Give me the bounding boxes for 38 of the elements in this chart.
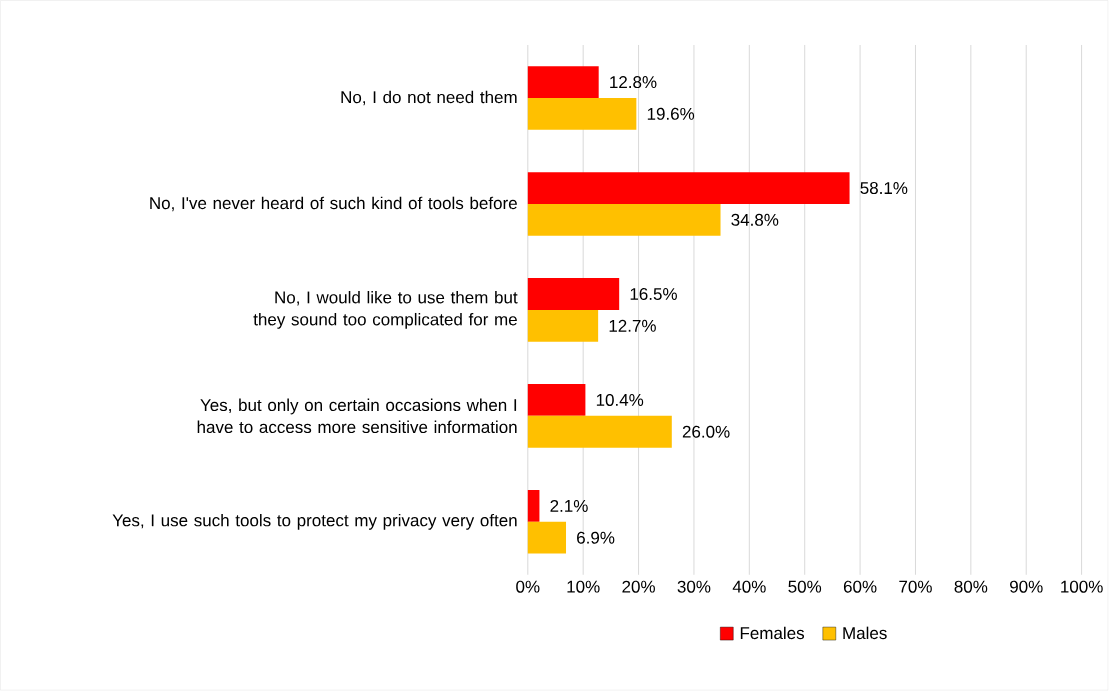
bar (527, 66, 599, 99)
y-tick-label: No, I would like to use them but they sound too complicated for me (253, 291, 518, 329)
bar (527, 98, 637, 130)
x-tick-label: 20% (622, 580, 655, 593)
data-label: 19.6% (647, 107, 695, 120)
y-tick-label: No, I do not need them (341, 90, 517, 106)
x-tick-label: 10% (567, 580, 600, 593)
data-label: 34.8% (731, 213, 779, 226)
data-label: 58.1% (860, 182, 908, 195)
x-tick-label: 60% (843, 580, 877, 593)
bar (527, 415, 672, 448)
bar (527, 521, 567, 554)
x-tick-label: 40% (732, 580, 766, 593)
x-tick-label: 30% (677, 580, 711, 593)
bar (527, 204, 721, 236)
x-tick-label: 50% (788, 580, 822, 593)
data-label: 16.5% (630, 288, 677, 301)
data-label: 6.9% (577, 531, 615, 544)
bar (527, 278, 620, 311)
x-tick-label: 90% (1010, 580, 1043, 593)
bar (527, 172, 850, 205)
data-label: 26.0% (682, 425, 730, 438)
y-tick-label: Yes, but only on certain occasions when I have to access more sensitive information (197, 398, 517, 434)
data-label: 2.1% (550, 500, 588, 513)
data-label: 12.7% (609, 319, 656, 332)
legend-label: Females (740, 626, 805, 640)
y-tick-label: Yes, I use such tools to protect my privacy very often (112, 514, 517, 530)
x-tick-label: 0% (516, 580, 540, 593)
data-label: 10.4% (596, 394, 644, 407)
bar (527, 490, 540, 522)
y-tick-label: No, I've never heard of such kind of tools before (150, 196, 517, 212)
legend-label: Males (843, 626, 887, 640)
x-tick-label: 100% (1061, 580, 1103, 593)
x-tick-label: 80% (954, 580, 988, 593)
data-label: 12.8% (610, 76, 657, 89)
bar (527, 310, 599, 342)
x-tick-label: 70% (899, 580, 932, 593)
bar (527, 384, 586, 416)
